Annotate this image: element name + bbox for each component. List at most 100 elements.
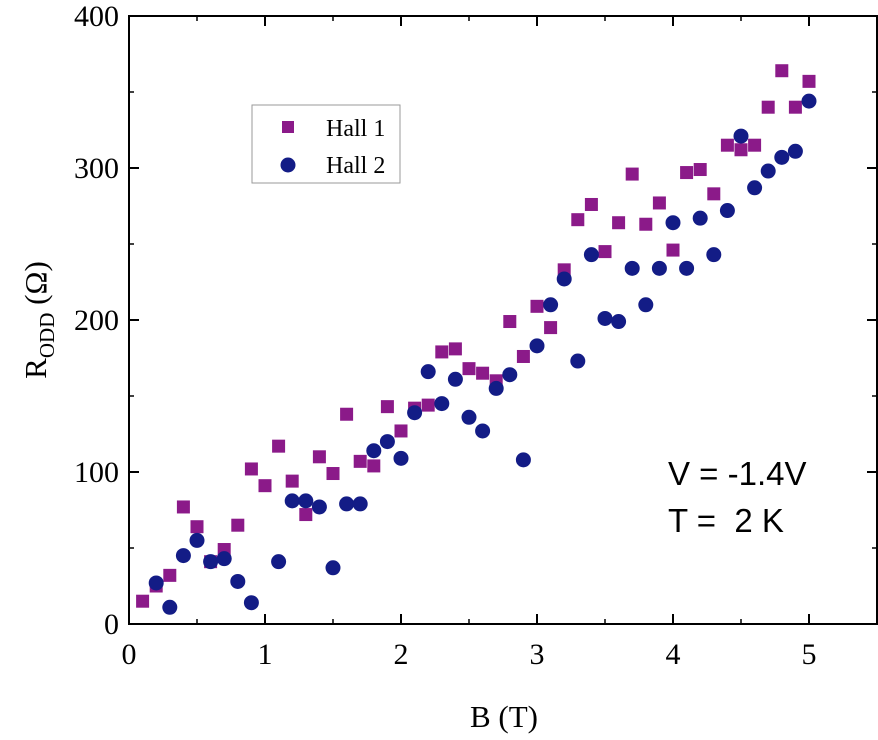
data-point-square (503, 315, 517, 329)
data-point-square (326, 467, 340, 481)
data-point-square (244, 462, 258, 476)
data-point-square (788, 100, 802, 114)
data-point-square (680, 166, 694, 180)
data-point-circle (543, 297, 559, 313)
legend: Hall 1 Hall 2 (251, 104, 401, 184)
data-point-circle (515, 452, 531, 468)
legend-box (251, 104, 401, 184)
data-point-square (476, 366, 490, 380)
data-point-circle (733, 128, 749, 144)
series-layer (136, 64, 817, 615)
data-point-square (652, 196, 666, 210)
data-point-square (612, 216, 626, 230)
data-point-square (285, 474, 299, 488)
data-point-circle (434, 396, 450, 412)
series-hall-1 (136, 64, 816, 608)
data-point-square (380, 400, 394, 414)
data-point-circle (638, 297, 654, 313)
data-point-circle (298, 493, 314, 509)
data-point-circle (665, 215, 681, 231)
data-point-square (272, 439, 286, 453)
data-point-circle (203, 554, 219, 570)
y-axis: 0 100 200 300 400 (74, 0, 877, 641)
data-point-circle (801, 93, 817, 109)
data-point-circle (502, 367, 518, 383)
annotation-temperature: T = 2 K (668, 502, 784, 539)
data-point-circle (679, 260, 695, 276)
data-point-square (598, 245, 612, 259)
data-point-square (448, 342, 462, 356)
data-point-circle (339, 496, 355, 512)
data-point-square (516, 349, 530, 363)
data-point-square (544, 321, 558, 335)
data-point-circle (624, 260, 640, 276)
y-axis-title-subscript: ODD (35, 313, 59, 359)
data-point-circle (692, 210, 708, 226)
y-tick-label: 100 (74, 456, 119, 489)
data-point-circle (447, 371, 463, 387)
data-point-circle (529, 338, 545, 354)
data-point-square (136, 594, 150, 608)
data-point-circle (189, 532, 205, 548)
legend-marker-hall-2 (280, 157, 296, 173)
data-point-square (666, 243, 680, 257)
x-axis: 0 1 2 3 4 5 (122, 16, 817, 671)
data-point-square (571, 213, 585, 227)
data-point-circle (719, 203, 735, 219)
data-point-circle (243, 595, 259, 611)
data-point-square (435, 345, 449, 359)
data-point-circle (570, 353, 586, 369)
data-point-square (707, 187, 721, 201)
data-point-circle (407, 405, 423, 421)
data-point-circle (556, 271, 572, 287)
data-point-circle (760, 163, 776, 179)
y-tick-label: 400 (74, 0, 119, 33)
annotation-voltage: V = -1.4V (668, 455, 807, 492)
data-point-square (802, 74, 816, 88)
data-point-circle (597, 310, 613, 326)
data-point-square (693, 163, 707, 177)
data-point-square (761, 100, 775, 114)
data-point-square (734, 143, 748, 157)
data-point-square (299, 508, 313, 522)
data-point-square (340, 407, 354, 421)
data-point-circle (162, 599, 178, 615)
data-point-circle (366, 443, 382, 459)
series-hall-2 (148, 93, 817, 615)
data-point-circle (651, 260, 667, 276)
y-axis-title: RODD (Ω) (18, 261, 59, 379)
data-point-square (258, 479, 272, 493)
data-point-circle (787, 143, 803, 159)
data-point-circle (284, 493, 300, 509)
x-tick-label: 4 (666, 638, 681, 671)
data-point-square (421, 398, 435, 412)
data-point-square (163, 568, 177, 582)
y-tick-label: 0 (104, 608, 119, 641)
data-point-circle (230, 573, 246, 589)
data-point-circle (393, 450, 409, 466)
y-axis-title-main: R (18, 358, 53, 379)
legend-marker-hall-1 (282, 121, 294, 133)
data-point-circle (706, 247, 722, 263)
data-point-square (775, 64, 789, 78)
data-point-circle (216, 551, 232, 567)
data-point-circle (325, 560, 341, 576)
x-tick-label: 2 (394, 638, 409, 671)
y-tick-label: 200 (74, 304, 119, 337)
data-point-circle (488, 380, 504, 396)
data-point-square (367, 459, 381, 473)
x-tick-label: 0 (122, 638, 137, 671)
x-tick-label: 3 (530, 638, 545, 671)
data-point-circle (611, 314, 627, 330)
data-point-circle (148, 575, 164, 591)
data-point-circle (583, 247, 599, 263)
y-axis-title-unit: (Ω) (18, 261, 53, 312)
data-point-circle (747, 180, 763, 196)
data-point-square (231, 518, 245, 532)
data-point-circle (475, 423, 491, 439)
data-point-square (625, 167, 639, 181)
data-point-square (530, 299, 544, 313)
data-point-square (639, 217, 653, 231)
legend-label-hall-1: Hall 1 (326, 116, 385, 142)
data-point-circle (379, 434, 395, 450)
